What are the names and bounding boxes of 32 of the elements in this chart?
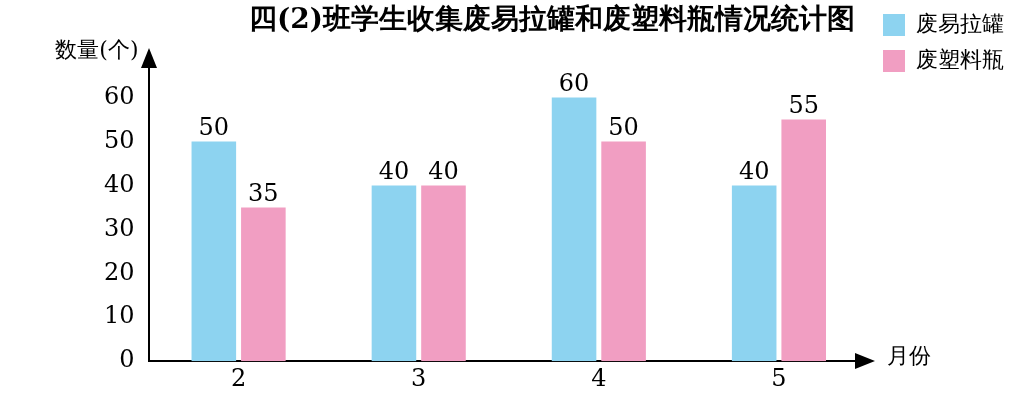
y-tick-label: 60 — [103, 81, 135, 110]
chart-title: 四(2)班学生收集废易拉罐和废塑料瓶情况统计图 — [249, 2, 855, 36]
x-tick-label: 3 — [411, 363, 427, 392]
y-tick-label: 10 — [103, 301, 135, 330]
bar — [191, 141, 237, 362]
data-label: 40 — [428, 156, 459, 185]
data-label: 40 — [378, 156, 410, 185]
y-tick-label: 40 — [103, 169, 135, 198]
data-label: 60 — [558, 68, 590, 97]
data-label: 55 — [788, 90, 819, 119]
x-tick-label: 2 — [230, 363, 247, 392]
x-tick-label: 4 — [591, 363, 607, 392]
y-tick-label: 50 — [103, 125, 135, 154]
bar — [421, 185, 466, 362]
y-tick-label: 0 — [119, 345, 135, 374]
y-tick-label: 30 — [103, 213, 135, 242]
bar — [731, 185, 777, 362]
y-axis-title: 数量(个) — [55, 37, 139, 63]
data-label: 40 — [738, 156, 770, 185]
y-tick-label: 20 — [103, 257, 135, 286]
x-tick-label: 5 — [771, 363, 787, 392]
legend-label: 废易拉罐 — [916, 10, 1004, 36]
x-axis-title: 月份 — [887, 342, 931, 368]
data-label: 35 — [248, 178, 279, 207]
bar — [241, 207, 286, 362]
data-label: 50 — [198, 112, 230, 141]
bar — [551, 97, 597, 362]
bar — [781, 119, 826, 362]
legend-label: 废塑料瓶 — [916, 46, 1004, 72]
bar — [371, 185, 417, 362]
bar — [601, 141, 646, 362]
data-label: 50 — [608, 112, 639, 141]
